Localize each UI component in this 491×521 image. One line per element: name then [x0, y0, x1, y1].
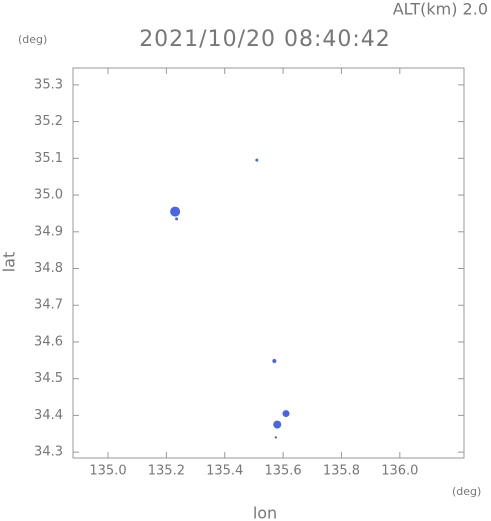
- subtitle: ALT(km) 2.0: [393, 0, 488, 19]
- y-tick-label: 34.6: [34, 334, 63, 349]
- x-tick-label: 135.6: [264, 464, 301, 479]
- echo-point: [175, 217, 179, 221]
- x-unit: (deg): [452, 485, 481, 498]
- y-tick-label: 34.4: [34, 408, 63, 423]
- echo-point: [272, 359, 277, 364]
- y-tick-label: 34.8: [34, 261, 63, 276]
- y-tick-label: 35.2: [34, 114, 63, 129]
- x-axis-label: lon: [253, 504, 277, 521]
- y-tick-label: 35.1: [34, 151, 63, 166]
- y-tick-label: 34.9: [34, 224, 63, 239]
- echo-point: [274, 436, 277, 439]
- y-tick-label: 35.3: [34, 77, 63, 92]
- y-tick-label: 34.5: [34, 371, 63, 386]
- x-tick-label: 135.0: [89, 464, 126, 479]
- echo-point: [273, 420, 282, 429]
- chart-title: 2021/10/20 08:40:42: [139, 27, 391, 52]
- y-unit: (deg): [18, 33, 47, 46]
- x-tick-label: 135.2: [148, 464, 185, 479]
- plot-frame: [72, 67, 465, 459]
- x-tick-label: 136.0: [381, 464, 418, 479]
- y-tick-label: 34.3: [34, 445, 63, 460]
- echo-point: [282, 410, 290, 418]
- x-tick-label: 135.8: [323, 464, 360, 479]
- y-tick-label: 34.7: [34, 298, 63, 313]
- y-tick-label: 35.0: [34, 188, 63, 203]
- y-axis-label: lat: [0, 252, 19, 273]
- x-tick-label: 135.4: [206, 464, 243, 479]
- echo-point: [255, 158, 259, 162]
- echo-point: [170, 206, 181, 217]
